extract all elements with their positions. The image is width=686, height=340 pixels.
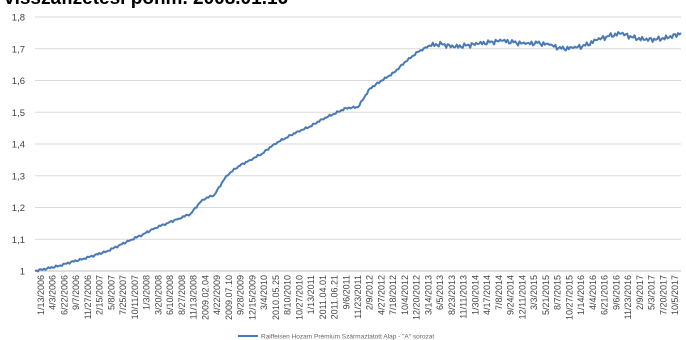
x-tick-label: 1/3/2008 [142, 275, 152, 310]
x-tick-label: 1/30/2014 [470, 275, 480, 315]
y-tick-label: 1,2 [12, 203, 25, 214]
x-tick-label: 2009.02.04 [200, 275, 210, 320]
y-tick-label: 1,5 [12, 108, 25, 119]
x-tick-label: 6/22/2006 [59, 275, 69, 315]
y-tick-label: 1 [20, 267, 25, 278]
x-tick-label: 8/23/2013 [447, 275, 457, 315]
x-tick-label: 9/28/2009 [236, 275, 246, 315]
x-tick-label: 3/4/2010 [259, 275, 269, 310]
x-tick-label: 2/9/2017 [635, 275, 645, 310]
x-tick-label: 1/14/2016 [576, 275, 586, 315]
x-tick-label: 11/13/2008 [189, 275, 199, 319]
x-tick-label: 5/21/2015 [541, 275, 551, 315]
y-tick-label: 1,8 [12, 13, 25, 24]
x-tick-label: 4/27/2012 [376, 275, 386, 315]
x-tick-label: 1/13/2006 [36, 275, 46, 315]
x-tick-label: 10/27/2010 [294, 275, 304, 320]
x-tick-label: 11/11/2013 [459, 275, 469, 319]
x-tick-label: 4/4/2016 [588, 275, 598, 310]
chart-title: visszafizetési ponm. 2008.01.16 [4, 0, 288, 10]
x-tick-label: 6/5/2013 [435, 275, 445, 310]
x-tick-label: 10/4/2012 [400, 275, 410, 315]
y-axis-ticks: 1 1,1 1,2 1,3 1,4 1,5 1,6 1,7 1,8 [12, 13, 25, 278]
x-tick-label: 9/24/2014 [506, 275, 516, 315]
x-tick-label: 12/11/2014 [517, 275, 527, 319]
gridlines [35, 16, 681, 240]
legend: Raiffeisen Hozam Prémium Származtatott A… [238, 334, 434, 340]
x-tick-label: 8/10/2010 [283, 275, 293, 315]
y-tick-label: 1,4 [12, 140, 25, 151]
x-tick-label: 2/15/2007 [95, 275, 105, 315]
x-tick-label: 11/23/2016 [623, 275, 633, 319]
x-tick-label: 2009.07.10 [224, 275, 234, 320]
x-tick-label: 10/27/2015 [564, 275, 574, 320]
x-tick-label: 4/3/2006 [48, 275, 58, 310]
x-tick-label: 2010.05.25 [271, 275, 281, 320]
x-tick-label: 8/7/2015 [553, 275, 563, 310]
x-tick-label: 6/10/2008 [165, 275, 175, 315]
x-tick-label: 9/6/2016 [611, 275, 621, 310]
x-tick-label: 10/11/2007 [130, 275, 140, 319]
x-tick-label: 12/15/2009 [247, 275, 257, 320]
x-tick-label: 2011.04.01 [318, 275, 328, 319]
x-tick-label: 2011.06.21 [330, 275, 340, 319]
x-tick-label: 3/3/2015 [529, 275, 539, 310]
x-tick-label: 7/18/2012 [388, 275, 398, 315]
x-tick-label: 11/27/2006 [83, 275, 93, 319]
x-tick-label: 12/20/2012 [412, 275, 422, 320]
series-lines [34, 31, 682, 273]
x-tick-label: 9/6/2011 [341, 275, 351, 309]
x-tick-label: 7/8/2014 [494, 275, 504, 310]
x-tick-label: 7/25/2007 [118, 275, 128, 315]
x-tick-label: 4/22/2009 [212, 275, 222, 315]
y-tick-label: 1,1 [12, 235, 25, 246]
x-tick-label: 11/23/2011 [353, 275, 363, 319]
legend-label: Raiffeisen Hozam Prémium Származtatott A… [261, 334, 434, 340]
x-tick-label: 3/20/2008 [153, 275, 163, 315]
x-tick-label: 3/14/2013 [423, 275, 433, 315]
series-line-0 [34, 31, 682, 273]
x-tick-label: 4/17/2014 [482, 275, 492, 315]
x-tick-label: 9/7/2006 [71, 275, 81, 310]
x-tick-label: 2/9/2012 [365, 275, 375, 310]
x-tick-label: 7/20/2017 [658, 275, 668, 315]
x-tick-label: 1/13/2011 [306, 275, 316, 314]
x-tick-label: 5/8/2007 [106, 275, 116, 310]
y-tick-label: 1,6 [12, 76, 25, 87]
x-tick-label: 10/5/2017 [670, 275, 680, 315]
x-axis-ticks: 1/13/2006 4/3/2006 6/22/2006 9/7/2006 11/27/… [36, 275, 680, 320]
x-tick-label: 8/27/2008 [177, 275, 187, 315]
x-tick-label: 6/21/2016 [600, 275, 610, 315]
y-tick-label: 1,3 [12, 171, 25, 182]
x-tick-label: 5/3/2017 [647, 275, 657, 310]
y-tick-label: 1,7 [12, 44, 25, 55]
